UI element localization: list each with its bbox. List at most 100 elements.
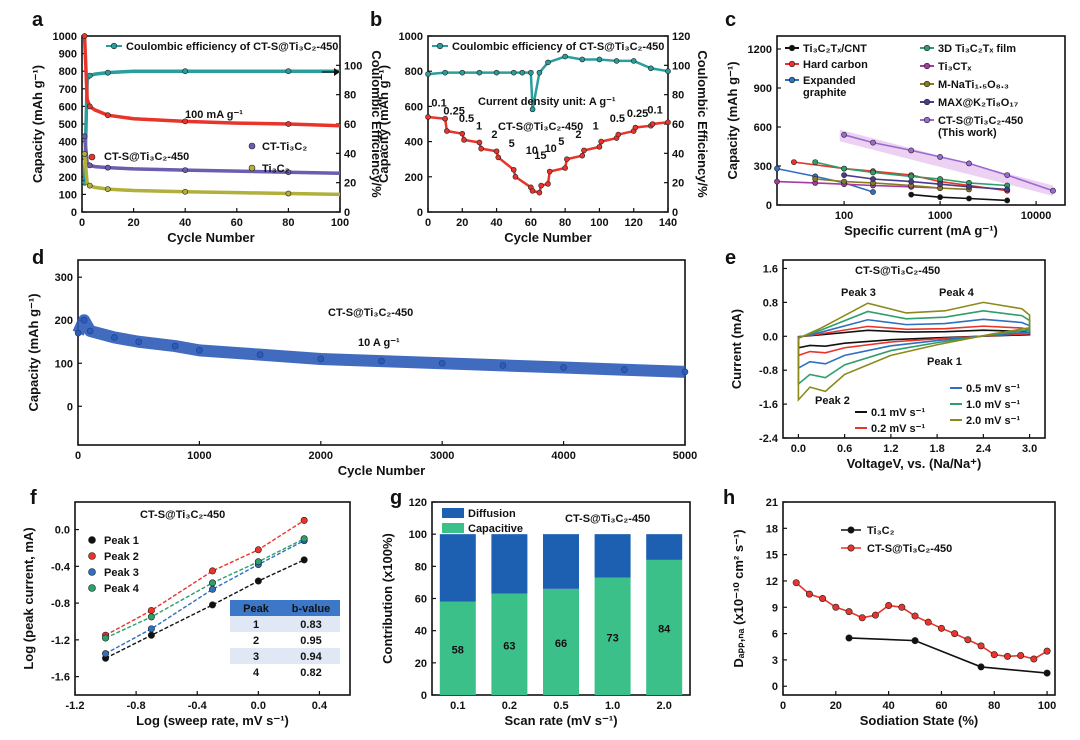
y2-tick-label: 20 bbox=[672, 178, 684, 190]
rate-label: 15 bbox=[534, 150, 546, 162]
annotation-ti3c2: Ti₃C₂ bbox=[262, 163, 290, 175]
legend-label: Peak 4 bbox=[104, 583, 140, 595]
panel-label: e bbox=[725, 247, 736, 269]
series-marker bbox=[510, 69, 517, 76]
legend-label: Coulombic efficiency of CT-S@Ti₃C₂-450 bbox=[126, 41, 338, 53]
y-tick-label: 800 bbox=[59, 66, 77, 78]
y-tick-label: 200 bbox=[405, 172, 423, 184]
y-axis-label: Capacity (mAh g⁻¹) bbox=[376, 65, 391, 183]
panel-label: h bbox=[723, 487, 735, 509]
series-marker bbox=[937, 194, 944, 201]
annotation-unit: Current density unit: A g⁻¹ bbox=[478, 96, 616, 108]
series-marker bbox=[990, 651, 998, 659]
series-marker bbox=[562, 165, 568, 171]
x-tick-label: -1.2 bbox=[66, 700, 85, 712]
legend-label: Expanded bbox=[803, 75, 856, 87]
series-marker bbox=[805, 590, 813, 598]
y-tick-label: 300 bbox=[55, 272, 73, 284]
y-tick-label: 0.0 bbox=[55, 525, 70, 537]
panel-label: b bbox=[370, 9, 382, 31]
legend-marker bbox=[847, 526, 855, 534]
bar-diffusion bbox=[491, 534, 528, 594]
series-marker bbox=[937, 153, 944, 160]
x-tick-label: 2000 bbox=[309, 450, 333, 462]
y-tick-label: 0 bbox=[766, 200, 772, 212]
series-marker bbox=[285, 190, 292, 197]
x-tick-label: 0 bbox=[425, 217, 431, 229]
series-line bbox=[82, 35, 341, 128]
series-marker bbox=[209, 567, 217, 575]
legend-label: MAX@K₂Ti₈O₁₇ bbox=[938, 97, 1018, 109]
series-marker bbox=[951, 630, 959, 638]
x-tick-label: 100 bbox=[331, 217, 349, 229]
series-marker bbox=[538, 182, 544, 189]
series-marker bbox=[1043, 647, 1051, 655]
series-marker bbox=[438, 359, 446, 367]
x-tick-label: 0.4 bbox=[312, 700, 328, 712]
rate-label: 1 bbox=[593, 120, 599, 132]
y2-tick-label: 40 bbox=[672, 148, 684, 160]
x-tick-label: 80 bbox=[282, 217, 294, 229]
legend-label: 1.0 mV s⁻¹ bbox=[966, 399, 1020, 411]
series-marker bbox=[512, 174, 519, 180]
chart-c: c 100 1000 10000 0 300 600 900 1200 Specific curr… bbox=[725, 9, 1066, 238]
x-tick-label: 40 bbox=[179, 217, 191, 229]
y-tick-label: 20 bbox=[415, 658, 427, 670]
legend-label: Ti₃C₂ bbox=[867, 525, 895, 537]
series-line bbox=[815, 178, 970, 191]
y-tick-label: 0 bbox=[71, 207, 77, 219]
series-marker bbox=[81, 33, 88, 39]
series-marker bbox=[317, 355, 325, 363]
table-header: Peak bbox=[243, 603, 270, 615]
y-axis-label: Current (mA) bbox=[729, 309, 744, 389]
series-marker bbox=[182, 118, 189, 125]
series-marker bbox=[196, 347, 203, 354]
series-line bbox=[82, 69, 340, 183]
legend-label: Hard carbon bbox=[803, 59, 868, 71]
y2-tick-label: 0 bbox=[672, 207, 678, 219]
cv-curve bbox=[797, 318, 1031, 370]
legend-label: 2.0 mV s⁻¹ bbox=[966, 415, 1020, 427]
series-marker bbox=[937, 176, 944, 182]
series-marker bbox=[908, 147, 915, 154]
series-marker bbox=[1050, 187, 1056, 194]
series-marker bbox=[300, 535, 308, 543]
series-line bbox=[843, 174, 1008, 191]
series-marker bbox=[870, 176, 876, 182]
plot-frame bbox=[77, 259, 686, 446]
series-marker bbox=[104, 112, 111, 119]
y2-tick-label: 100 bbox=[672, 60, 690, 72]
series-marker bbox=[937, 624, 945, 632]
series-marker bbox=[841, 172, 848, 178]
y-tick-label: 800 bbox=[405, 66, 423, 78]
table-cell: 1 bbox=[253, 619, 259, 631]
panel-label: a bbox=[32, 9, 44, 31]
annotation-peak1: Peak 1 bbox=[927, 356, 962, 368]
series-marker bbox=[858, 614, 866, 622]
legend-label: Capacitive bbox=[468, 523, 523, 535]
bar-capacitive bbox=[491, 593, 528, 695]
x-tick-label: 2.4 bbox=[976, 443, 992, 455]
x-tick-label: 10000 bbox=[1021, 210, 1052, 222]
y-axis-label: Capacity (mAh g⁻¹) bbox=[30, 65, 45, 183]
y-tick-label: 12 bbox=[766, 576, 778, 588]
series-marker bbox=[812, 159, 819, 165]
annotation-sample: CT-S@Ti₃C₂-450 bbox=[328, 307, 413, 319]
rate-label: 2 bbox=[575, 129, 581, 141]
x-tick-label: 20 bbox=[456, 217, 468, 229]
table-header: b-value bbox=[292, 603, 331, 615]
y-tick-label: 120 bbox=[409, 497, 427, 509]
y2-tick-label: 0 bbox=[344, 207, 350, 219]
y-tick-label: 18 bbox=[766, 523, 778, 535]
series-marker bbox=[596, 56, 603, 63]
rate-label: 2 bbox=[491, 129, 497, 141]
series-marker bbox=[774, 178, 780, 185]
x-tick-label: 40 bbox=[490, 217, 502, 229]
x-tick-label: 0.0 bbox=[251, 700, 266, 712]
y-tick-label: 1.6 bbox=[763, 263, 778, 275]
series-marker bbox=[977, 642, 985, 650]
y-tick-label: 0 bbox=[772, 681, 778, 693]
series-marker bbox=[937, 181, 944, 188]
series-marker bbox=[870, 139, 876, 146]
series-marker bbox=[528, 69, 534, 76]
